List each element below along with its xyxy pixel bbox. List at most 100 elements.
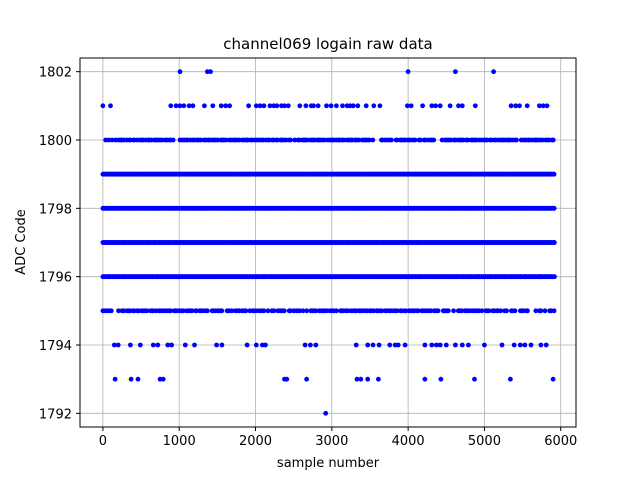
y-tick-label-1792: 1792 [39, 407, 72, 422]
point [144, 308, 150, 314]
point [443, 342, 449, 348]
point [112, 376, 118, 382]
point [525, 308, 530, 314]
point [552, 274, 557, 280]
x-tick-label-0: 0 [99, 434, 107, 449]
point [389, 137, 394, 143]
point [431, 137, 437, 143]
point [551, 205, 557, 211]
point [190, 103, 196, 109]
point [366, 137, 372, 143]
point [371, 103, 377, 109]
point [313, 308, 319, 314]
point [253, 103, 259, 109]
point [453, 342, 458, 348]
y-axis-ticks: 1792 1794 1796 1798 1800 1802 [39, 66, 80, 422]
point [365, 376, 371, 382]
point [321, 137, 327, 143]
point [434, 342, 439, 348]
point [412, 137, 418, 143]
point [522, 342, 528, 348]
point [223, 137, 229, 143]
point [210, 103, 216, 109]
point [479, 308, 485, 314]
point [511, 342, 517, 348]
point [453, 69, 458, 75]
point [182, 342, 188, 348]
point [528, 342, 534, 348]
point [261, 308, 267, 314]
point [422, 342, 428, 348]
point [456, 103, 461, 109]
point [405, 69, 411, 75]
point [376, 376, 381, 382]
point [465, 137, 471, 143]
point [127, 137, 133, 143]
point [173, 103, 179, 109]
point [416, 308, 421, 314]
point [435, 308, 441, 314]
point [315, 103, 321, 109]
x-tick-label-5000: 5000 [468, 434, 501, 449]
point [405, 103, 410, 109]
point [169, 342, 175, 348]
point [363, 103, 369, 109]
point [550, 376, 556, 382]
point [395, 342, 401, 348]
point [491, 69, 496, 75]
point [498, 308, 504, 314]
point [354, 376, 360, 382]
point [422, 376, 428, 382]
point [304, 308, 310, 314]
point [508, 103, 514, 109]
point [285, 103, 291, 109]
point [524, 103, 530, 109]
point [297, 103, 303, 109]
point [218, 103, 224, 109]
point [420, 103, 425, 109]
point [544, 103, 550, 109]
point [177, 69, 183, 75]
point [308, 342, 313, 348]
point [353, 342, 359, 348]
point [219, 342, 225, 348]
point [472, 103, 478, 109]
point [376, 342, 382, 348]
point [311, 103, 316, 109]
point [486, 308, 492, 314]
point [205, 308, 210, 314]
x-tick-label-6000: 6000 [544, 434, 577, 449]
point [542, 308, 548, 314]
point [284, 376, 290, 382]
point [328, 103, 334, 109]
plot-frame [79, 57, 577, 428]
data-points [100, 69, 557, 416]
point [370, 342, 376, 348]
point [356, 137, 362, 143]
point [418, 137, 423, 143]
point [540, 103, 546, 109]
point [137, 342, 143, 348]
point [304, 376, 309, 382]
point [446, 308, 451, 314]
point [263, 342, 268, 348]
point [223, 103, 229, 109]
point [438, 376, 444, 382]
point [437, 342, 443, 348]
point [208, 69, 213, 75]
point [160, 376, 166, 382]
point [340, 103, 345, 109]
point [551, 308, 557, 314]
point [186, 103, 192, 109]
point [517, 342, 523, 348]
point [538, 308, 544, 314]
x-tick-label-3000: 3000 [315, 434, 348, 449]
point [303, 103, 309, 109]
point [108, 308, 114, 314]
point [533, 308, 539, 314]
point [108, 103, 113, 109]
x-axis-ticks: 0 1000 2000 3000 4000 5000 6000 [99, 427, 577, 449]
y-tick-label-1794: 1794 [39, 339, 72, 354]
point [155, 342, 161, 348]
point [305, 137, 310, 143]
